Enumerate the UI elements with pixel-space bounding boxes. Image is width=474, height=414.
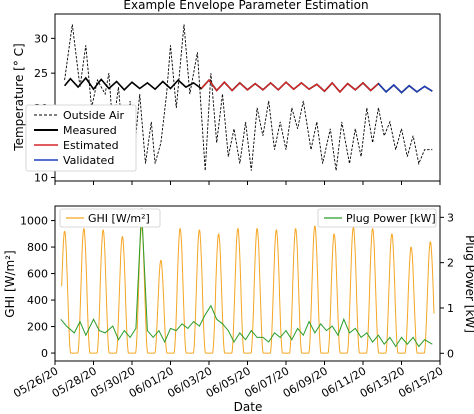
legend-label-validated: Validated [63,154,114,167]
bottom-y-axis-label-right: Plug Power [kW] [463,235,474,333]
bottom-y-tick-label-right: 1 [447,302,454,315]
bottom-y-tick-label-right: 2 [447,257,454,270]
bottom-y-tick-label-left: 1000 [20,215,48,228]
bottom-y-tick-label-left: 400 [27,294,48,307]
top-x-axis [54,181,441,185]
plug-power-line [60,208,433,348]
top-legend: Outside Air Measured Estimated Validated [25,104,137,172]
top-legend-frame [25,104,137,172]
bottom-x-axis: 05/26/2005/28/2005/30/2006/01/2006/03/20… [11,361,446,400]
bottom-y-axis-right: 0 1 2 3 [440,211,454,360]
bottom-legend-plug: Plug Power [kW] [317,208,437,228]
legend-label-estimated: Estimated [63,139,119,152]
bottom-chart-series [60,208,435,354]
bottom-x-axis-label: Date [234,400,263,414]
legend-label-measured: Measured [63,124,117,137]
bottom-y-axis-label-left: GHI [W/m²] [3,250,17,317]
legend-label-ghi: GHI [W/m²] [88,212,150,225]
bottom-y-tick-label-right: 3 [447,211,454,224]
bottom-y-tick-label-left: 800 [27,241,48,254]
top-y-tick-label: 25 [34,67,48,80]
top-y-tick-label: 10 [34,172,48,185]
bottom-chart-frame [54,205,441,362]
validated-line [377,83,433,94]
bottom-legend-ghi: GHI [W/m²] [59,208,161,228]
legend-label-plug-power: Plug Power [kW] [346,212,436,225]
bottom-y-tick-label-left: 0 [41,347,48,360]
top-y-tick-label: 30 [34,32,48,45]
ghi-line [61,225,435,354]
top-chart-title: Example Envelope Parameter Estimation [123,0,368,12]
bottom-y-tick-label-right: 0 [447,347,454,360]
bottom-y-tick-label-left: 600 [27,268,48,281]
bottom-y-axis-left: 0 200 400 600 800 1000 [20,215,55,360]
bottom-legend-ghi-frame [59,208,161,228]
estimated-line [200,79,379,93]
top-chart: 1015202530 Temperature [° C] Outside Air… [12,13,441,185]
top-y-axis-label: Temperature [° C] [12,43,26,151]
bottom-y-tick-label-left: 200 [27,321,48,334]
legend-label-outside-air: Outside Air [63,109,125,122]
bottom-legend-plug-frame [317,208,437,228]
bottom-chart: 0 200 400 600 800 1000 0 1 2 3 05/26/2005/28/200… [3,205,474,414]
